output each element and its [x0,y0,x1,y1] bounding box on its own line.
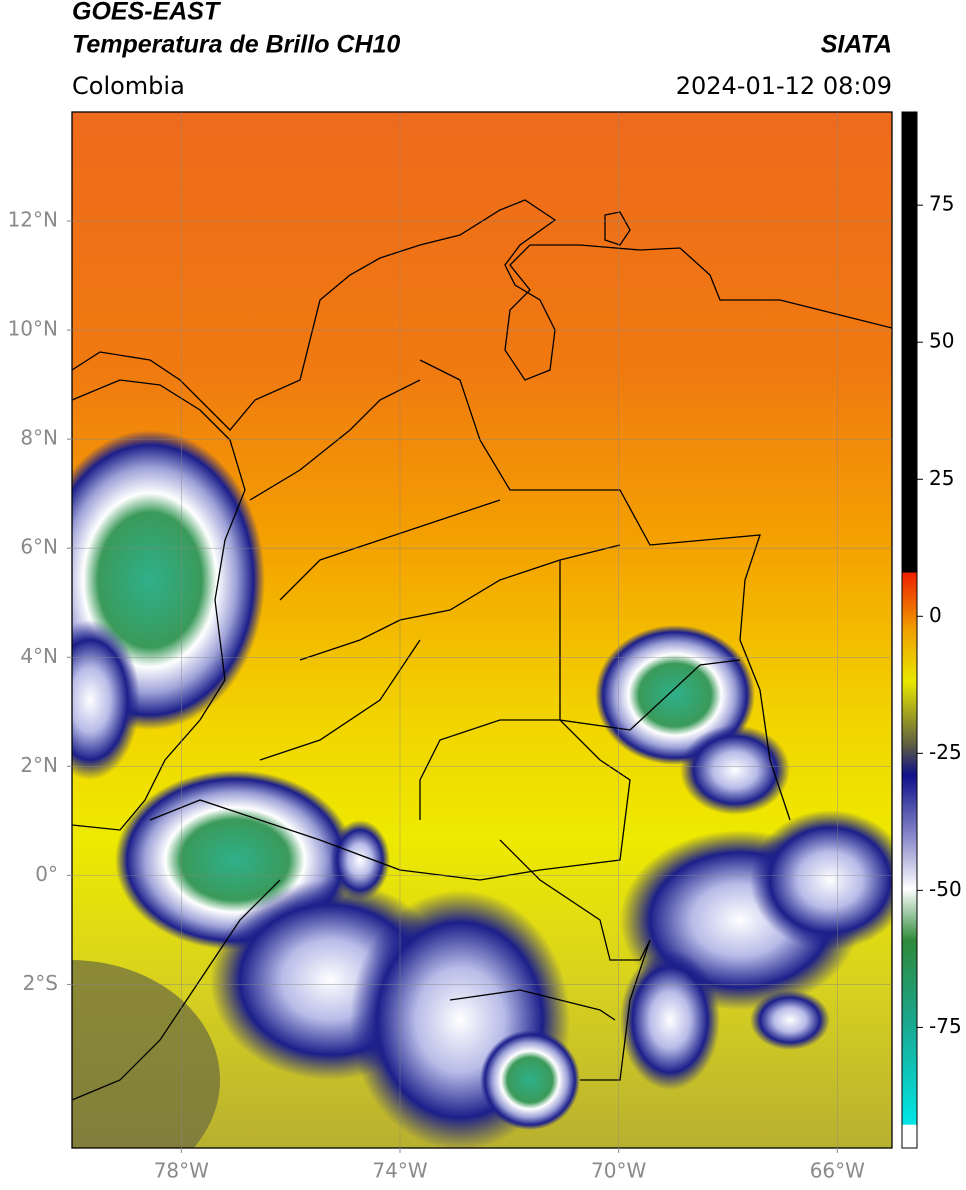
datetime: 2024-01-12 08:09 [676,72,892,100]
colorbar-tick-label: 75 [929,192,954,216]
region: Colombia [72,72,185,100]
x-tick-label: 66°W [810,1159,865,1183]
x-tick-label: 78°W [154,1159,209,1183]
source: SIATA [821,31,892,59]
colorbar-tick-label: 25 [929,466,954,490]
colorbar-tick-label: 50 [929,329,954,353]
y-tick-label: 8°N [20,426,58,450]
title: GOES-EAST [72,0,222,26]
y-tick-label: 12°N [8,208,58,232]
colorbar-tick-label: -25 [929,740,962,764]
y-tick-label: 10°N [8,317,58,341]
y-tick-label: 2°S [23,971,58,995]
colorbar [901,111,918,1149]
satellite-image [72,112,892,1148]
y-tick-label: 6°N [20,535,58,559]
colorbar-tick-label: 0 [929,603,942,627]
y-tick-label: 4°N [20,644,58,668]
subtitle: Temperatura de Brillo CH10 [72,31,400,59]
y-tick-label: 0° [35,862,58,886]
x-tick-label: 70°W [591,1159,646,1183]
y-tick-label: 2°N [20,753,58,777]
colorbar-tick-label: -75 [929,1014,962,1038]
x-tick-label: 74°W [372,1159,427,1183]
colorbar-tick-label: -50 [929,877,962,901]
plot-frame [71,111,893,1149]
